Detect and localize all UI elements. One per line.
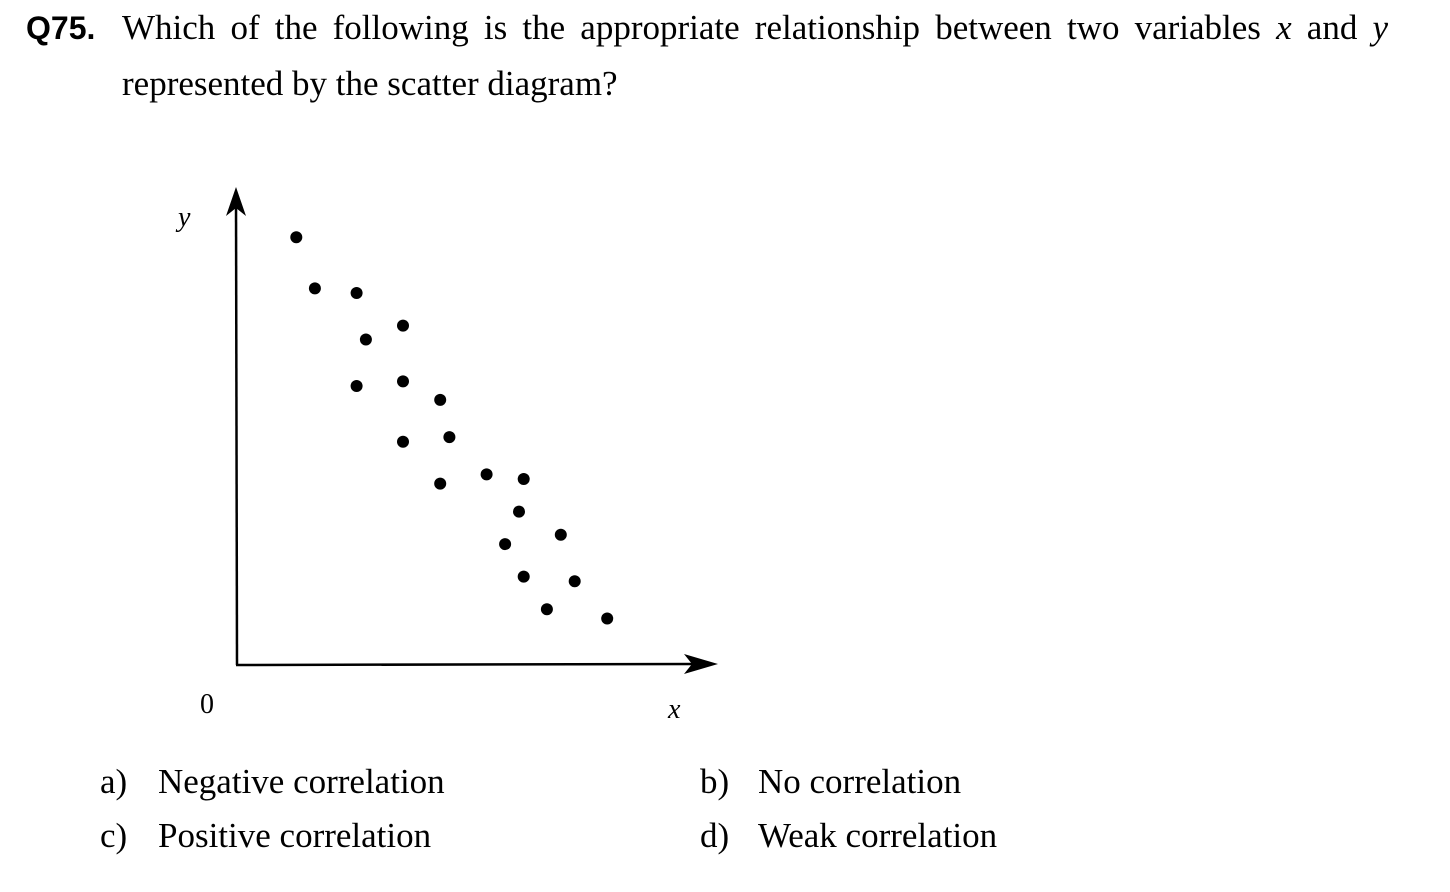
option-b[interactable]: b) No correlation (700, 762, 961, 802)
scatter-point-14 (513, 505, 525, 518)
option-a[interactable]: a) Negative correlation (100, 762, 445, 802)
x-axis-arrow-icon (684, 654, 718, 674)
question-var-x: x (1276, 8, 1292, 47)
scatter-point-1 (290, 231, 303, 244)
scatter-point-7 (397, 375, 409, 388)
y-axis-label: y (175, 202, 191, 233)
option-a-letter: a) (100, 762, 128, 801)
option-c[interactable]: c) Positive correlation (100, 816, 431, 856)
scatter-point-4 (359, 333, 372, 346)
scatter-point-18 (568, 575, 581, 588)
scatter-point-8 (397, 435, 409, 448)
question-number: Q75. (26, 10, 96, 46)
y-axis (234, 199, 239, 666)
question-text-line-2: represented by the scatter diagram? (122, 64, 618, 103)
scatter-point-15 (499, 538, 512, 551)
option-c-text: Positive correlation (158, 816, 432, 855)
scatter-point-16 (517, 570, 530, 583)
scatter-point-13 (517, 473, 530, 485)
scatter-point-9 (434, 393, 447, 406)
scatter-point-6 (397, 319, 409, 332)
option-b-letter: b) (700, 762, 730, 801)
scatter-point-11 (434, 477, 447, 490)
y-axis-arrow-icon (226, 187, 246, 216)
option-d-letter: d) (700, 816, 730, 855)
scatter-plot-svg: y 0 x (175, 187, 718, 725)
scatter-point-5 (350, 380, 363, 392)
scatter-point-2 (308, 282, 321, 295)
scatter-point-17 (554, 528, 567, 541)
scatter-diagram: y 0 x (160, 170, 740, 740)
scatter-point-20 (601, 612, 614, 625)
option-d[interactable]: d) Weak correlation (700, 816, 997, 856)
option-d-text: Weak correlation (758, 816, 998, 855)
question-line-1: Q75. Which of the following is the appro… (26, 8, 1388, 56)
question-text-line-1: Which of the following is the appropriat… (122, 8, 1388, 48)
option-c-letter: c) (100, 816, 128, 855)
scatter-point-10 (443, 431, 456, 444)
question-var-y: y (1372, 8, 1389, 47)
scatter-points (290, 231, 614, 625)
question-conjunction: and (1306, 8, 1358, 47)
option-a-text: Negative correlation (158, 762, 445, 801)
option-b-text: No correlation (758, 762, 962, 801)
question-stem: Which of the following is the appropriat… (122, 8, 1261, 47)
x-axis-label: x (667, 694, 681, 725)
scatter-point-3 (350, 287, 363, 299)
scatter-point-12 (480, 468, 493, 481)
x-axis (235, 662, 701, 667)
scatter-point-19 (540, 603, 553, 616)
origin-label: 0 (200, 689, 214, 720)
question: Q75. Which of the following is the appro… (26, 8, 1388, 104)
